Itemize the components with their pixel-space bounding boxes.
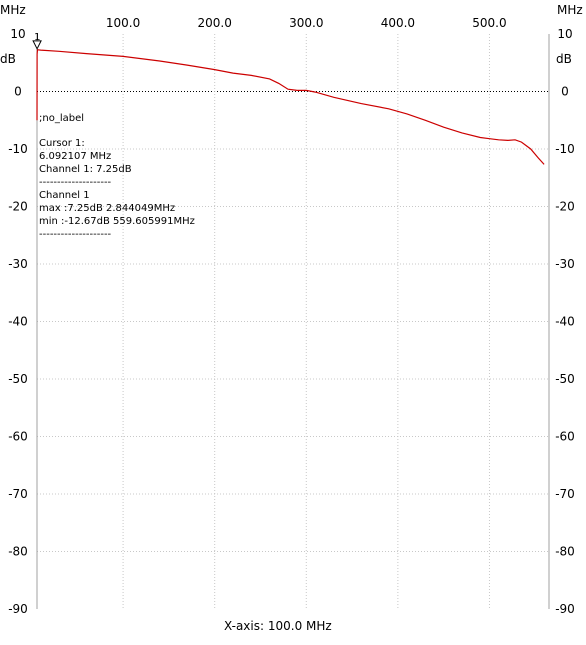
cursor-title: Cursor 1:	[39, 138, 85, 149]
y-unit-label-left: dB	[0, 52, 16, 66]
cursor-frequency: 6.092107 MHz	[39, 151, 111, 162]
y-tick-label-left: 10	[10, 27, 25, 41]
no-label-text: ;no_label	[39, 113, 84, 124]
cursor-marker: 1	[32, 32, 42, 50]
y-tick-label-right: -70	[555, 487, 575, 501]
y-tick-label-right: -20	[555, 200, 575, 214]
y-tick-label-left: -80	[8, 545, 28, 559]
series-layer	[36, 49, 545, 165]
y-tick-label-right: 0	[561, 85, 569, 99]
y-tick-label-right: -40	[555, 315, 575, 329]
y-tick-label-left: -90	[8, 602, 28, 616]
y-tick-label-left: -10	[8, 142, 28, 156]
y-tick-label-right: -30	[555, 257, 575, 271]
x-tick-label: 100.0	[106, 16, 140, 30]
y-unit-label-right: dB	[556, 52, 572, 66]
y-tick-label-left: -50	[8, 372, 28, 386]
x-tick-label: 500.0	[472, 16, 506, 30]
separator-2: --------------------	[39, 229, 112, 240]
cursor-value: Channel 1: 7.25dB	[39, 164, 132, 175]
y-tick-label-right: -10	[555, 142, 575, 156]
x-tick-label: 400.0	[381, 16, 415, 30]
cursor-marker-label: 1	[34, 32, 40, 43]
annotation-block: ;no_label Cursor 1: 6.092107 MHz Channel…	[39, 113, 195, 240]
y-tick-label-right: -90	[555, 602, 575, 616]
y-tick-label-right: -80	[555, 545, 575, 559]
channel-title: Channel 1	[39, 190, 90, 201]
grid	[37, 34, 549, 609]
y-tick-label-right: -60	[555, 430, 575, 444]
channel-max: max :7.25dB 2.844049MHz	[39, 203, 175, 214]
x-axis-label: X-axis: 100.0 MHz	[224, 619, 332, 633]
y-tick-label-left: -70	[8, 487, 28, 501]
y-tick-label-left: 0	[14, 85, 22, 99]
x-tick-labels: 100.0 200.0 300.0 400.0 500.0	[106, 16, 507, 30]
series-line	[36, 49, 545, 165]
y-tick-label-right: 10	[557, 27, 572, 41]
y-tick-label-left: -60	[8, 430, 28, 444]
cursor-triangle-icon	[32, 40, 42, 50]
x-tick-label: 300.0	[289, 16, 323, 30]
channel-min: min :-12.67dB 559.605991MHz	[39, 216, 195, 227]
y-tick-label-left: -20	[8, 200, 28, 214]
x-tick-label: 200.0	[198, 16, 232, 30]
x-unit-label-right: MHz	[557, 3, 583, 17]
y-tick-label-left: -40	[8, 315, 28, 329]
plot-frame	[36, 34, 550, 609]
y-tick-label-left: -30	[8, 257, 28, 271]
y-tick-label-right: -50	[555, 372, 575, 386]
x-unit-label-left: MHz	[0, 3, 26, 17]
separator-1: --------------------	[39, 177, 112, 188]
y-tick-labels: 10 10 0 0 -10 -10 -20 -20 -30 -30 -40 -40 -50 -50 -60 -…	[8, 27, 575, 616]
